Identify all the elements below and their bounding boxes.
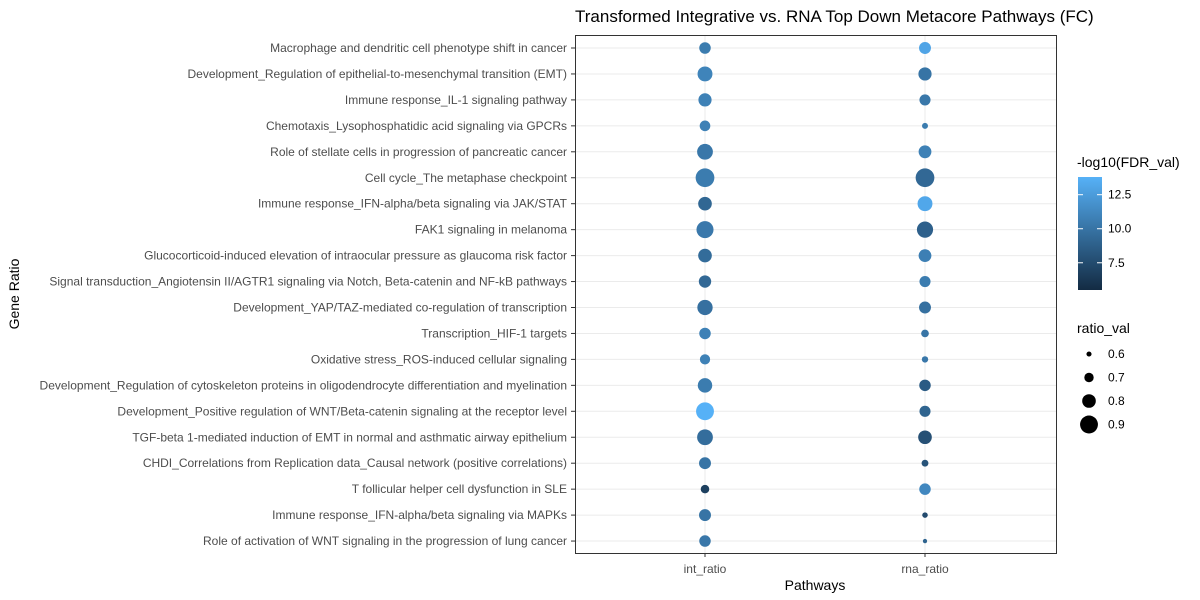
size-legend-key [1086,351,1092,357]
point-int_ratio-development-positive-regulation-of-wnt-b [696,402,714,421]
point-rna_ratio-tgf-beta-1-mediated-induction-of-emt-in- [918,430,932,445]
y-tick-label: TGF-beta 1-mediated induction of EMT in … [132,430,567,444]
size-legend-label: 0.8 [1108,394,1125,408]
size-legend-label: 0.9 [1108,418,1125,432]
y-tick-label: Transcription_HIF-1 targets [421,326,567,340]
point-int_ratio-role-of-activation-of-wnt-signaling-in-t [699,535,711,547]
x-axis-labels: int_ratio rna_ratio [684,553,949,576]
point-rna_ratio-immune-response-ifn-alpha-beta-signaling [917,196,933,212]
point-rna_ratio-signal-transduction-angiotensin-ii-agtr1 [919,276,931,288]
point-rna_ratio-development-regulation-of-epithelial-to- [918,67,932,81]
y-tick-label: Macrophage and dendritic cell phenotype … [270,41,567,55]
y-tick-label: T follicular helper cell dysfunction in … [352,482,567,496]
color-legend-title: -log10(FDR_val) [1077,154,1180,170]
point-rna_ratio-transcription-hif-1-targets [921,329,929,338]
y-axis-title: Gene Ratio [6,258,22,329]
y-tick-label: Development_Regulation of epithelial-to-… [187,67,567,81]
y-tick-label: Immune response_IFN-alpha/beta signaling… [258,197,568,211]
point-rna_ratio-role-of-activation-of-wnt-signaling-in-t [922,538,928,544]
x-tick-label: rna_ratio [901,562,949,576]
y-tick-label: Immune response_IL-1 signaling pathway [345,93,567,107]
point-int_ratio-t-follicular-helper-cell-dysfunction-in- [700,484,710,494]
point-rna_ratio-macrophage-and-dendritic-cell-phenotype- [919,42,931,54]
point-int_ratio-development-yap-taz-mediated-co-regulati [697,299,713,316]
y-tick-label: Development_Positive regulation of WNT/B… [117,404,567,418]
chart-title: Transformed Integrative vs. RNA Top Down… [575,7,1094,26]
y-axis-labels: Macrophage and dendritic cell phenotype … [40,41,575,548]
point-rna_ratio-chemotaxis-lysophosphatidic-acid-signali [922,122,928,129]
point-rna_ratio-fak1-signaling-in-melanoma [916,221,934,238]
point-int_ratio-development-regulation-of-cytoskeleton-p [697,378,713,393]
y-tick-label: Chemotaxis_Lysophosphatidic acid signali… [266,119,567,133]
point-rna_ratio-t-follicular-helper-cell-dysfunction-in- [919,483,931,495]
point-int_ratio-immune-response-ifn-alpha-beta-signaling [698,196,712,211]
y-tick-label: CHDI_Correlations from Replication data_… [143,456,567,470]
y-tick-label: Immune response_IFN-alpha/beta signaling… [272,508,567,522]
point-int_ratio-immune-response-il-1-signaling-pathway [698,93,712,107]
y-tick-label: Development_Regulation of cytoskeleton p… [40,378,567,392]
point-int_ratio-chdi-correlations-from-replication-data- [699,457,711,470]
point-int_ratio-cell-cycle-the-metaphase-checkpoint [695,168,715,188]
point-int_ratio-immune-response-ifn-alpha-beta-signaling [699,509,711,522]
size-legend: ratio_val 0.6 0.7 0.8 0.9 [1077,320,1130,434]
color-legend-label: 10.0 [1108,222,1132,236]
color-legend-label: 7.5 [1108,256,1125,270]
color-legend-bar [1078,177,1102,290]
size-legend-key [1080,415,1098,434]
point-rna_ratio-development-positive-regulation-of-wnt-b [919,405,931,417]
points-layer [695,42,935,547]
plot-panel [575,35,1057,554]
point-int_ratio-fak1-signaling-in-melanoma [696,221,714,239]
point-int_ratio-glucocorticoid-induced-elevation-of-intr [698,248,712,263]
size-legend-label: 0.6 [1108,347,1125,361]
point-int_ratio-transcription-hif-1-targets [699,327,711,340]
point-int_ratio-tgf-beta-1-mediated-induction-of-emt-in- [697,429,713,446]
point-rna_ratio-chdi-correlations-from-replication-data- [921,459,929,467]
point-rna_ratio-oxidative-stress-ros-induced-cellular-si [921,356,929,363]
size-legend-label: 0.7 [1108,371,1125,385]
y-tick-label: Role of stellate cells in progression of… [270,145,567,159]
point-rna_ratio-glucocorticoid-induced-elevation-of-intr [918,249,932,262]
y-tick-label: Oxidative stress_ROS-induced cellular si… [311,352,567,366]
x-axis-title: Pathways [785,577,846,593]
y-tick-label: Cell cycle_The metaphase checkpoint [365,171,568,185]
x-tick-label: int_ratio [684,562,727,576]
y-tick-label: FAK1 signaling in melanoma [415,223,567,237]
y-tick-label: Role of activation of WNT signaling in t… [203,534,567,548]
y-tick-label: Development_YAP/TAZ-mediated co-regulati… [233,301,567,315]
point-int_ratio-development-regulation-of-epithelial-to- [697,66,713,82]
y-tick-label: Signal transduction_Angiotensin II/AGTR1… [49,275,567,289]
size-legend-key [1082,394,1096,408]
size-legend-key [1084,372,1094,383]
point-int_ratio-role-of-stellate-cells-in-progression-of [697,143,713,160]
size-legend-title: ratio_val [1077,320,1130,336]
color-legend: -log10(FDR_val) 7.5 10.0 12.5 [1077,154,1180,290]
y-tick-label: Glucocorticoid-induced elevation of intr… [144,249,567,263]
point-int_ratio-macrophage-and-dendritic-cell-phenotype- [699,42,711,54]
point-rna_ratio-development-yap-taz-mediated-co-regulati [919,301,931,314]
point-int_ratio-signal-transduction-angiotensin-ii-agtr1 [698,275,712,288]
point-rna_ratio-immune-response-il-1-signaling-pathway [919,94,931,106]
point-rna_ratio-role-of-stellate-cells-in-progression-of [918,145,932,159]
point-rna_ratio-development-regulation-of-cytoskeleton-p [919,379,931,392]
point-rna_ratio-cell-cycle-the-metaphase-checkpoint [915,168,935,188]
grid-layer [575,35,1056,553]
point-int_ratio-oxidative-stress-ros-induced-cellular-si [699,354,711,365]
point-rna_ratio-immune-response-ifn-alpha-beta-signaling [922,512,928,518]
point-int_ratio-chemotaxis-lysophosphatidic-acid-signali [699,120,711,132]
color-legend-label: 12.5 [1108,188,1132,202]
